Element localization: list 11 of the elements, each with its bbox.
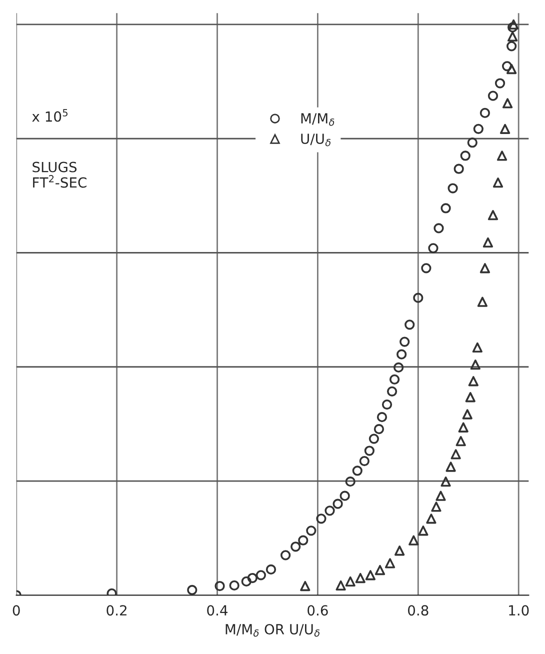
x-tick-label: 0.4 [207, 605, 228, 616]
x-tick-label: 0.2 [106, 605, 126, 616]
x-tick-label: 0.8 [408, 605, 428, 616]
legend-label: M/M$_{δ}$ [301, 113, 334, 126]
annotation: SLUGS FT$^{2}$-SEC [32, 162, 86, 188]
x-tick-label: 0 [12, 605, 20, 616]
x-axis-title: M/M$_{δ}$ OR U/U$_{δ}$ [226, 624, 320, 637]
x-tick-label: 0.6 [308, 605, 328, 616]
x-tick-label: 1.0 [509, 605, 529, 616]
annotation: x 10$^{5}$ [32, 109, 68, 122]
legend-label: U/U$_{δ}$ [301, 134, 331, 146]
